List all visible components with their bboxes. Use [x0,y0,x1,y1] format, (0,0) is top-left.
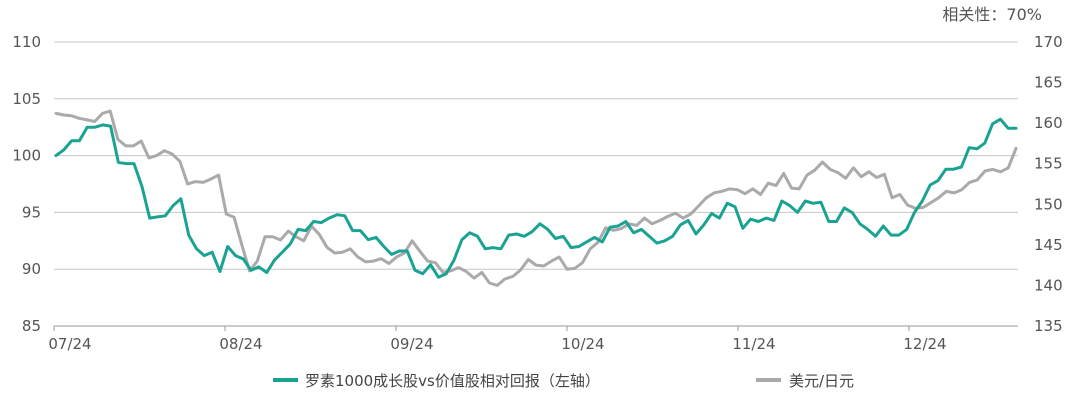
left-tick-label: 85 [22,317,41,335]
right-tick-label: 160 [1034,114,1063,132]
left-tick-label: 100 [12,147,41,165]
left-tick-label: 95 [22,203,41,221]
legend-label-usdjpy: 美元/日元 [789,372,854,390]
left-tick-label: 105 [12,90,41,108]
legend-label-relative-return: 罗素1000成长股vs价值股相对回报（左轴） [305,372,600,390]
x-tick-label: 08/24 [219,335,262,353]
x-axis: 07/24 08/24 09/24 10/24 11/24 12/24 [48,326,947,353]
series-layer [54,109,1018,287]
right-tick-label: 165 [1034,74,1063,92]
left-axis: 85 90 95 100 105 110 [12,33,41,335]
legend: 罗素1000成长股vs价值股相对回报（左轴） 美元/日元 [273,372,854,390]
right-tick-label: 155 [1034,155,1063,173]
x-tick-label: 09/24 [390,335,433,353]
left-tick-label: 110 [12,33,41,51]
right-axis: 135 140 145 150 155 160 165 170 [1034,33,1063,335]
x-tick-label: 10/24 [561,335,604,353]
right-tick-label: 145 [1034,236,1063,254]
x-tick-label: 11/24 [732,335,775,353]
x-tick-label: 12/24 [903,335,946,353]
right-tick-label: 135 [1034,317,1063,335]
correlation-annotation: 相关性：70% [942,5,1042,24]
right-tick-label: 140 [1034,276,1063,294]
series-line-relative-return [54,117,1018,279]
x-tick-label: 07/24 [48,335,91,353]
left-tick-label: 90 [22,260,41,278]
grid [54,41,1018,270]
right-tick-label: 170 [1034,33,1063,51]
right-tick-label: 150 [1034,195,1063,213]
series-line-usdjpy [54,109,1018,287]
